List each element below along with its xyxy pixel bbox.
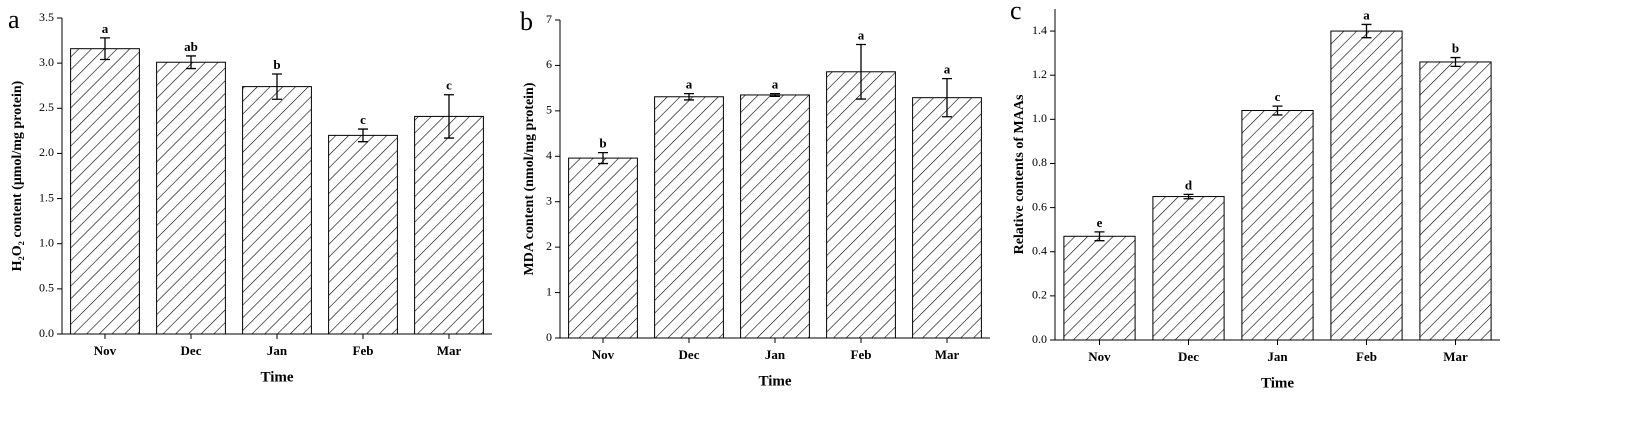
y-tick-label: 1.4 bbox=[1032, 23, 1047, 37]
y-tick-label: 0.4 bbox=[1032, 243, 1047, 257]
x-tick-label: Nov bbox=[94, 343, 117, 358]
y-tick-label: 0.0 bbox=[39, 326, 54, 340]
bar bbox=[70, 48, 140, 335]
significance-letter: b bbox=[273, 57, 280, 72]
significance-letter: e bbox=[1097, 215, 1103, 230]
error-bar bbox=[598, 152, 608, 165]
error-bar bbox=[272, 73, 282, 100]
x-tick-label: Dec bbox=[1178, 349, 1199, 364]
error-bar bbox=[856, 43, 866, 100]
x-tick-label: Nov bbox=[592, 347, 615, 362]
y-tick-label: 1.0 bbox=[1032, 111, 1047, 125]
x-tick-label: Mar bbox=[437, 343, 462, 358]
y-tick-label: 1.0 bbox=[39, 235, 54, 249]
y-tick-label: 0.8 bbox=[1032, 155, 1047, 169]
significance-letter: c bbox=[360, 112, 366, 127]
bar bbox=[654, 96, 724, 339]
y-tick-label: 2.5 bbox=[39, 100, 54, 114]
panel-label: a bbox=[8, 5, 20, 34]
bar bbox=[242, 86, 312, 335]
significance-letter: b bbox=[599, 136, 606, 151]
panel-label: c bbox=[1010, 0, 1022, 25]
x-tick-label: Nov bbox=[1088, 349, 1111, 364]
significance-letter: a bbox=[944, 62, 951, 77]
significance-letter: c bbox=[446, 78, 452, 93]
x-tick-label: Dec bbox=[679, 347, 700, 362]
x-tick-label: Feb bbox=[851, 347, 872, 362]
error-bar bbox=[1450, 56, 1461, 68]
x-axis-title: Time bbox=[260, 369, 293, 385]
x-tick-label: Jan bbox=[765, 347, 786, 362]
x-tick-label: Dec bbox=[181, 343, 202, 358]
y-tick-label: 0.2 bbox=[1032, 288, 1047, 302]
significance-letter: a bbox=[686, 77, 693, 92]
y-tick-label: 0.0 bbox=[1032, 332, 1047, 346]
y-tick-label: 5 bbox=[546, 103, 552, 117]
significance-letter: a bbox=[772, 77, 779, 92]
error-bar bbox=[186, 55, 196, 70]
significance-letter: a bbox=[1363, 7, 1370, 22]
bar bbox=[328, 134, 398, 335]
y-tick-label: 0 bbox=[546, 330, 552, 344]
y-tick-label: 3.5 bbox=[39, 10, 54, 24]
x-tick-label: Jan bbox=[267, 343, 288, 358]
x-axis-title: Time bbox=[1261, 375, 1294, 391]
error-bar bbox=[444, 94, 454, 139]
error-bar bbox=[684, 92, 694, 101]
error-bar bbox=[358, 128, 368, 143]
x-tick-label: Feb bbox=[353, 343, 374, 358]
y-tick-label: 2 bbox=[546, 239, 552, 253]
y-tick-label: 3.0 bbox=[39, 55, 54, 69]
bar bbox=[1063, 235, 1136, 341]
error-bar bbox=[100, 37, 110, 61]
error-bar bbox=[770, 92, 780, 97]
error-bar bbox=[1183, 193, 1194, 200]
y-tick-label: 1.5 bbox=[39, 190, 54, 204]
error-bar bbox=[942, 77, 952, 118]
bar bbox=[740, 94, 810, 339]
x-tick-label: Mar bbox=[1443, 349, 1468, 364]
y-tick-label: 3 bbox=[546, 193, 552, 207]
error-bar bbox=[1094, 231, 1105, 242]
x-tick-label: Feb bbox=[1356, 349, 1377, 364]
bar bbox=[568, 157, 638, 339]
y-tick-label: 0.6 bbox=[1032, 199, 1047, 213]
y-tick-label: 2.0 bbox=[39, 145, 54, 159]
significance-letter: d bbox=[1185, 177, 1193, 192]
x-tick-label: Mar bbox=[935, 347, 960, 362]
bar bbox=[912, 97, 982, 339]
significance-letter: a bbox=[858, 28, 865, 43]
y-tick-label: 1.2 bbox=[1032, 67, 1047, 81]
y-tick-label: 7 bbox=[546, 12, 552, 26]
y-tick-label: 6 bbox=[546, 57, 552, 71]
y-axis-title: H₂O₂ content (μmol/mg protein) bbox=[10, 80, 25, 271]
x-axis-title: Time bbox=[758, 373, 791, 389]
significance-letter: a bbox=[102, 21, 109, 36]
significance-letter: c bbox=[1275, 89, 1281, 104]
bar bbox=[156, 61, 226, 335]
bar bbox=[826, 71, 896, 339]
bar bbox=[1330, 30, 1403, 341]
bar bbox=[414, 115, 484, 335]
y-tick-label: 4 bbox=[546, 148, 552, 162]
significance-letter: ab bbox=[184, 39, 198, 54]
y-axis-title: MDA content (nmol/mg protein) bbox=[522, 82, 537, 275]
y-axis-title: Relative contents of MAAs bbox=[1012, 94, 1027, 254]
x-tick-label: Jan bbox=[1267, 349, 1288, 364]
bar bbox=[1241, 110, 1314, 341]
y-tick-label: 1 bbox=[546, 284, 552, 298]
y-tick-label: 0.5 bbox=[39, 281, 54, 295]
error-bar bbox=[1272, 105, 1283, 116]
bar bbox=[1152, 196, 1225, 341]
bar bbox=[1419, 61, 1492, 341]
error-bar bbox=[1361, 23, 1372, 39]
significance-letter: b bbox=[1452, 41, 1459, 56]
panel-label: b bbox=[520, 7, 533, 36]
